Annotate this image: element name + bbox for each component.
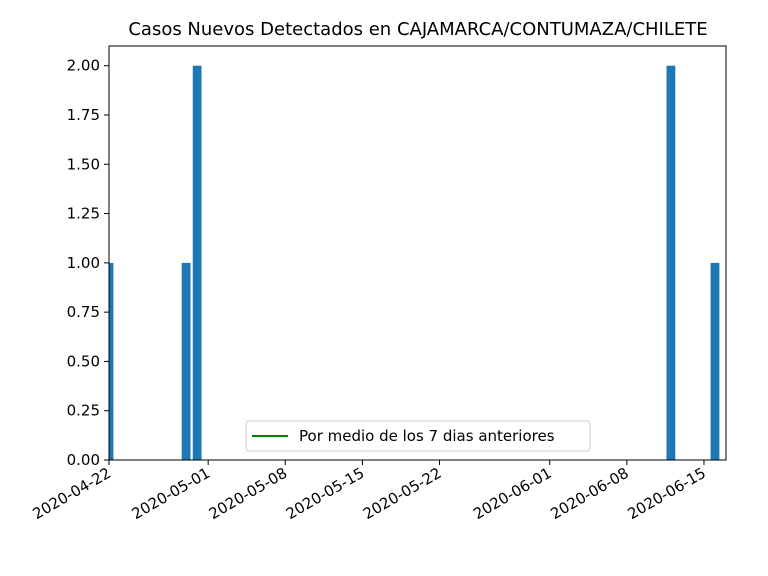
bar-2020-04-22 bbox=[109, 262, 114, 460]
legend-label: Por medio de los 7 dias anteriores bbox=[299, 427, 555, 445]
y-tick-label: 1.50 bbox=[67, 155, 100, 173]
bars-layer bbox=[109, 65, 720, 460]
y-tick-label: 1.75 bbox=[67, 106, 100, 124]
bar-2020-06-16 bbox=[710, 262, 720, 460]
legend: Por medio de los 7 dias anteriores bbox=[245, 420, 591, 452]
bar-2020-06-12 bbox=[666, 65, 676, 460]
bar-2020-04-30 bbox=[192, 65, 202, 460]
y-tick-label: 1.00 bbox=[67, 254, 100, 272]
y-tick-label: 1.25 bbox=[67, 205, 100, 223]
y-tick-label: 0.75 bbox=[67, 303, 100, 321]
y-tick-label: 0.00 bbox=[67, 451, 100, 469]
bar-2020-04-29 bbox=[181, 262, 191, 460]
y-tick-label: 0.50 bbox=[67, 352, 100, 370]
plot-frame bbox=[108, 45, 727, 461]
y-tick-label: 0.25 bbox=[67, 402, 100, 420]
y-tick-label: 2.00 bbox=[67, 57, 100, 75]
legend-box bbox=[245, 420, 591, 452]
chart-title: Casos Nuevos Detectados en CAJAMARCA/CON… bbox=[128, 19, 707, 40]
